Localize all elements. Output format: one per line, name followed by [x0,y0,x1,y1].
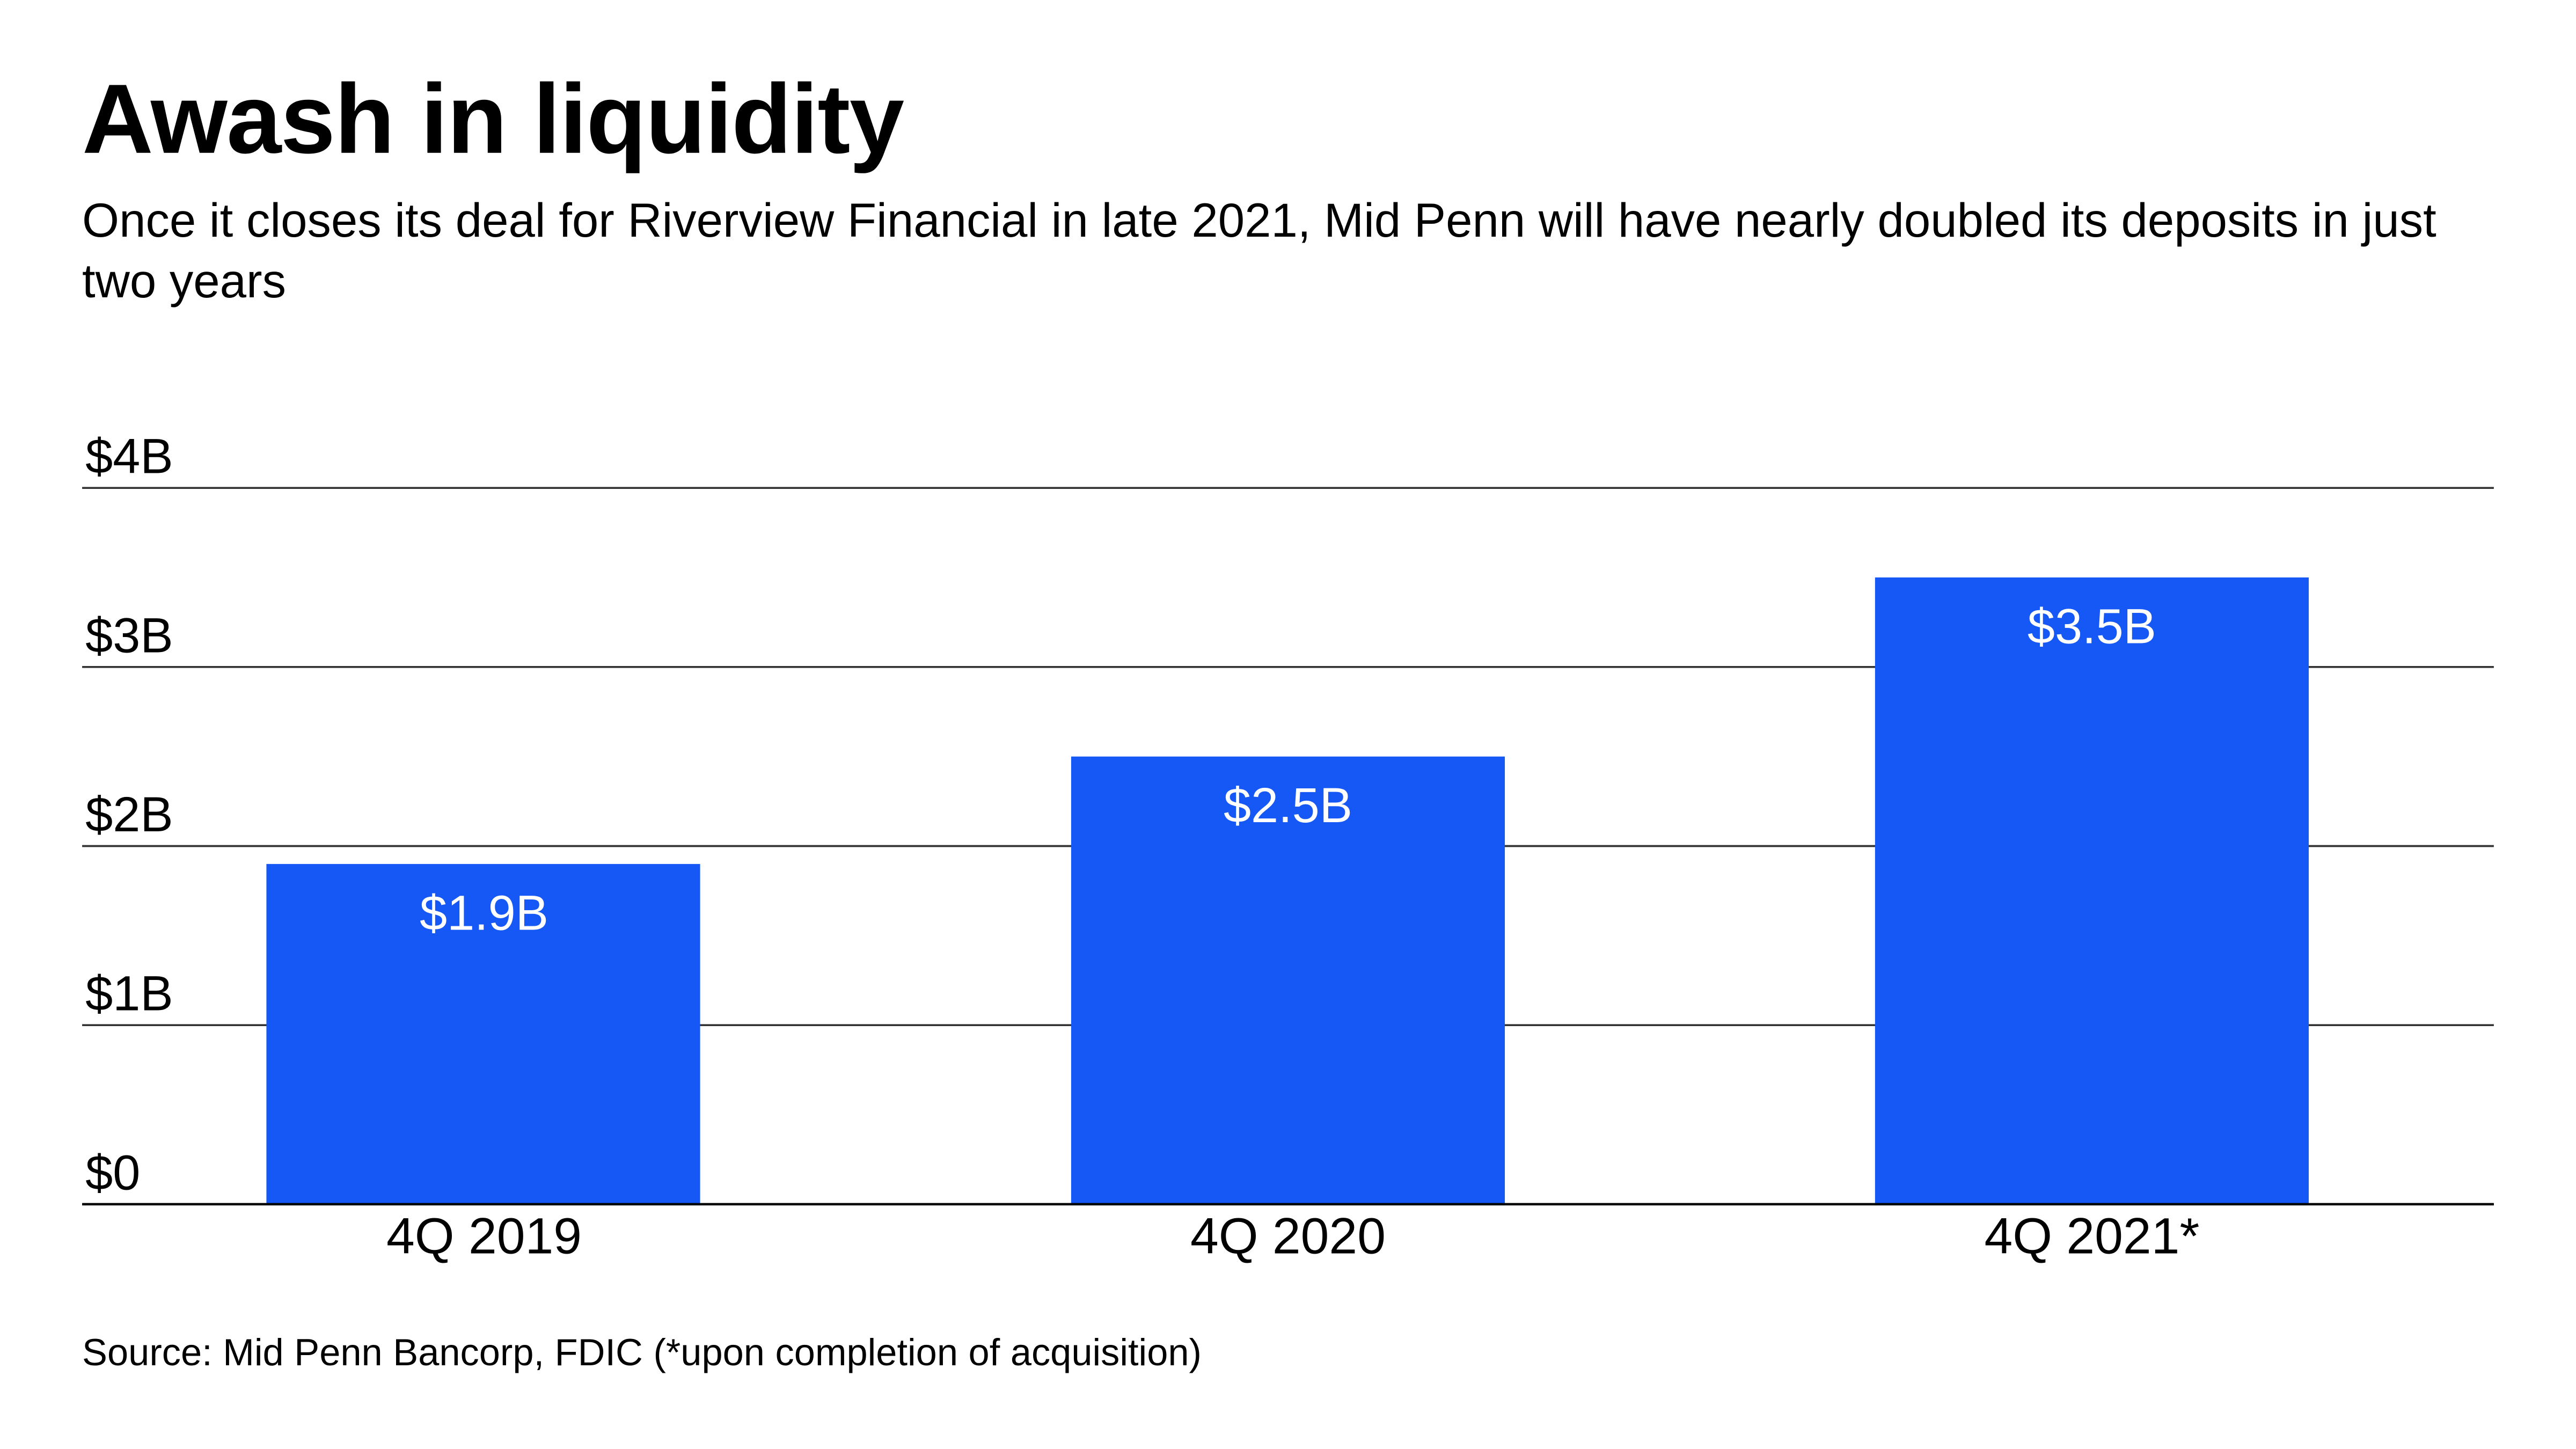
source-note: Source: Mid Penn Bancorp, FDIC (*upon co… [82,1330,1202,1374]
chart-title: Awash in liquidity [82,64,904,174]
bar [1875,577,2309,1204]
x-tick-label: 4Q 2020 [1190,1208,1386,1265]
y-tick-label: $2B [85,787,173,842]
x-tick-label: 4Q 2021* [1984,1208,2199,1265]
x-tick-label: 4Q 2019 [386,1208,582,1265]
y-tick-label: $4B [85,429,173,484]
bar-value-label: $1.9B [420,885,548,940]
y-tick-label: $3B [85,608,173,663]
y-tick-label: $1B [85,967,173,1021]
y-tick-label: $0 [85,1145,140,1200]
bar [266,863,700,1204]
bar-value-label: $2.5B [1224,778,1352,833]
chart-subtitle: Once it closes its deal for Riverview Fi… [82,195,2436,309]
bar-value-label: $3.5B [2028,599,2156,654]
bar [1071,756,1505,1204]
